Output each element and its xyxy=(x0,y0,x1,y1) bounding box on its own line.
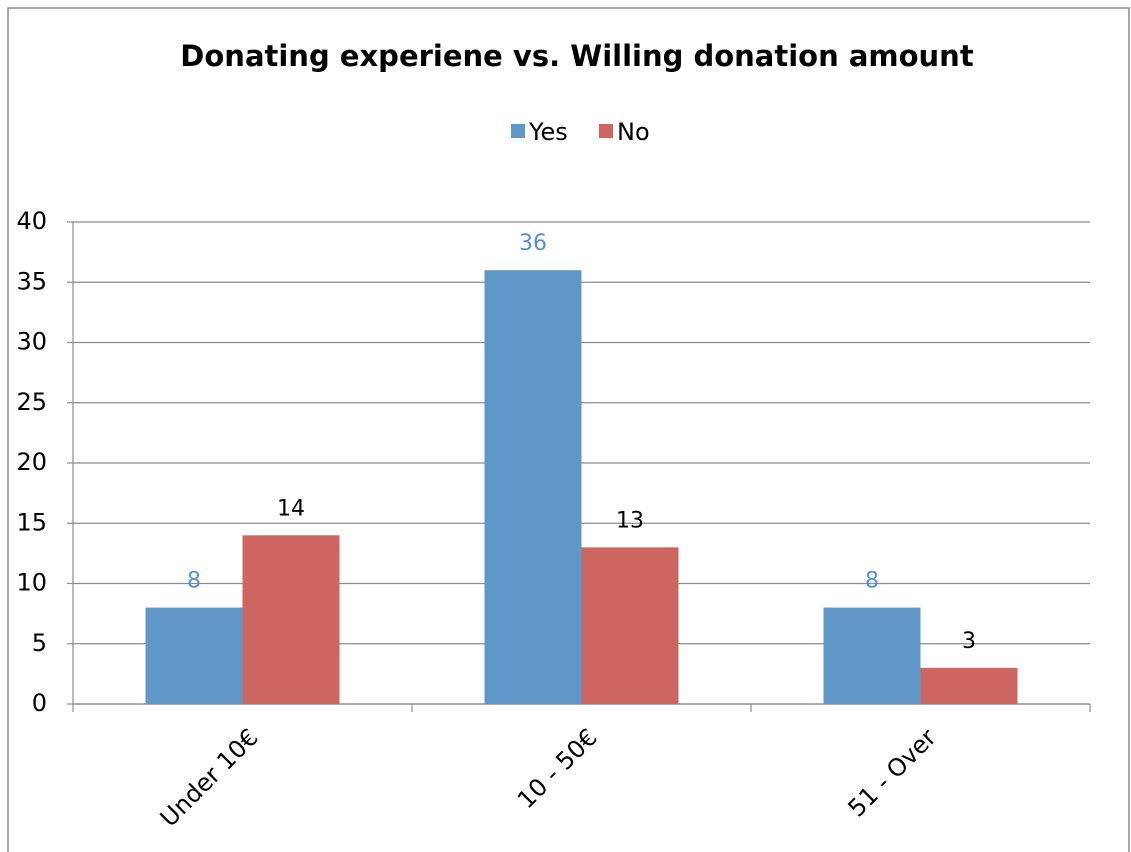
legend-label: No xyxy=(617,118,650,146)
data-label: 8 xyxy=(187,569,201,594)
data-label: 13 xyxy=(616,508,644,533)
bar xyxy=(145,607,243,704)
bar xyxy=(823,607,921,704)
data-label: 36 xyxy=(519,231,547,256)
legend-label: Yes xyxy=(528,118,568,146)
bar xyxy=(581,547,679,704)
y-tick-label: 20 xyxy=(16,448,47,476)
y-tick-label: 40 xyxy=(16,207,47,235)
data-label: 14 xyxy=(277,496,305,521)
bar xyxy=(920,667,1018,704)
y-tick-label: 0 xyxy=(32,689,47,717)
legend-swatch xyxy=(599,124,613,138)
y-tick-label: 15 xyxy=(16,508,47,536)
bar xyxy=(484,270,582,704)
data-label: 3 xyxy=(962,629,976,654)
y-tick-label: 25 xyxy=(16,388,47,416)
legend-swatch xyxy=(511,124,525,138)
y-tick-label: 10 xyxy=(16,569,47,597)
data-label: 8 xyxy=(865,569,879,594)
y-tick-label: 35 xyxy=(16,267,47,295)
y-tick-label: 30 xyxy=(16,328,47,356)
chart-title: Donating experiene vs. Willing donation … xyxy=(180,39,974,73)
bar xyxy=(242,535,340,704)
y-tick-label: 5 xyxy=(32,629,47,657)
